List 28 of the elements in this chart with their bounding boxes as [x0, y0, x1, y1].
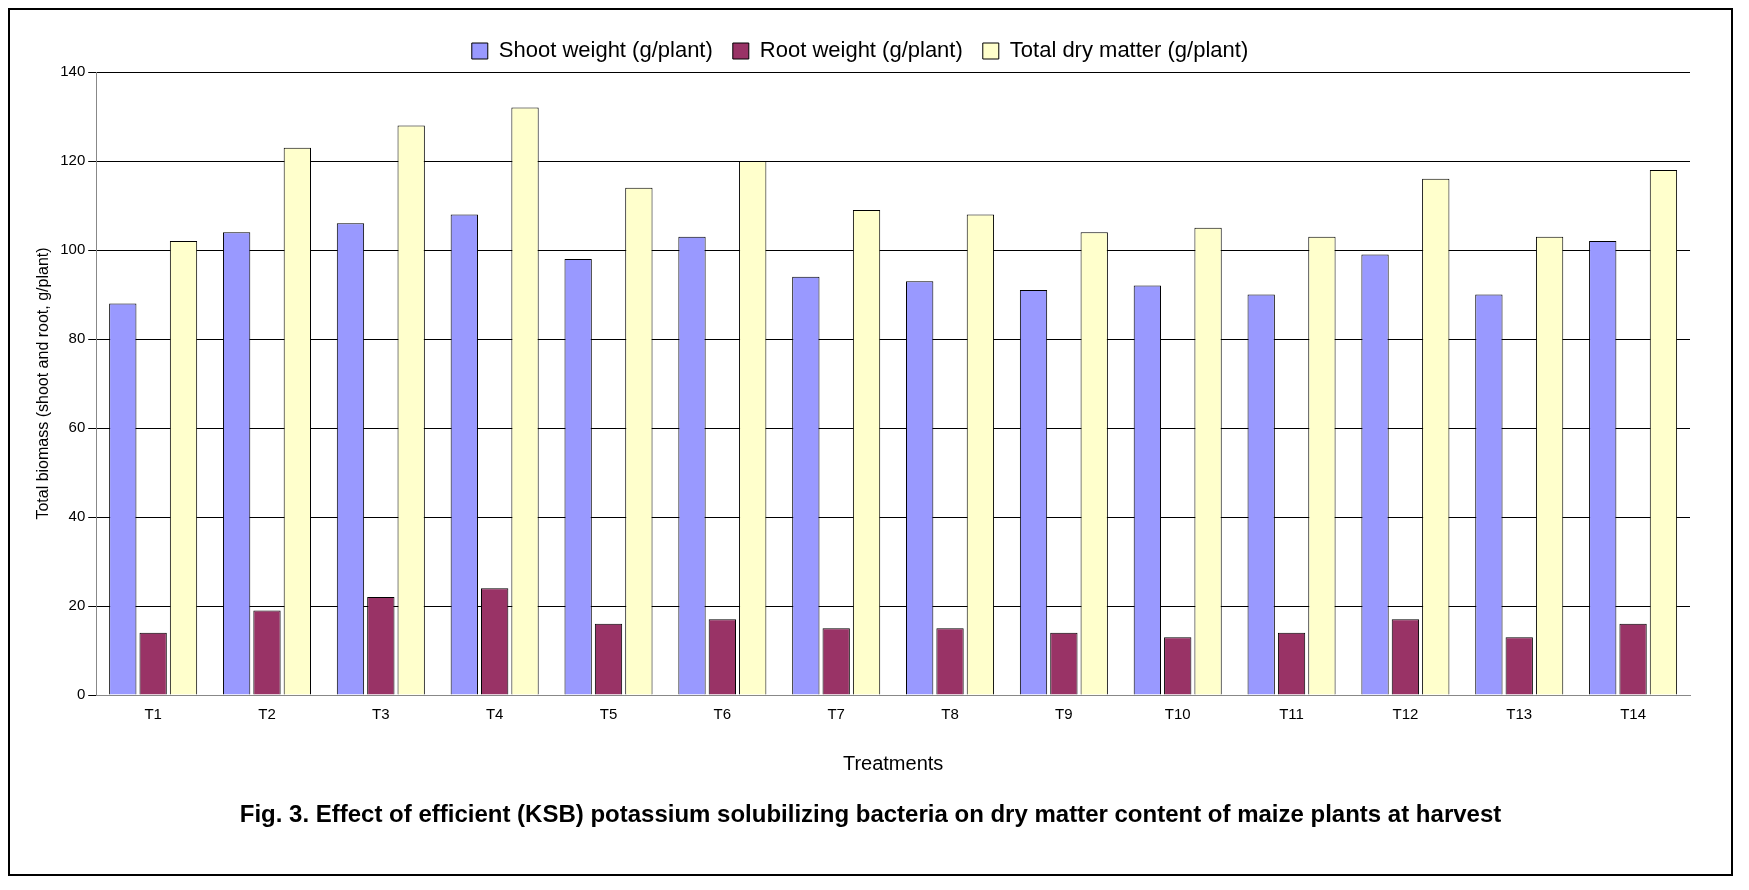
legend-label: Root weight (g/plant) [759, 37, 963, 63]
x-tick-label: T3 [372, 705, 390, 723]
x-tick-label: T2 [258, 705, 276, 723]
x-tick-label: T4 [485, 705, 504, 723]
x-tick-label: T12 [1392, 705, 1419, 723]
legend-label: Shoot weight (g/plant) [498, 37, 713, 63]
x-tick-label: T7 [827, 705, 845, 723]
y-tick-label: 120 [60, 151, 86, 169]
y-tick-label: 140 [60, 62, 86, 80]
y-axis-title: Total biomass (shoot and root, g/plant) [34, 247, 52, 520]
y-tick-label: 100 [60, 240, 86, 258]
x-tick-label: T9 [1055, 705, 1073, 723]
x-tick-label: T11 [1279, 705, 1304, 723]
x-tick-label: T10 [1164, 705, 1191, 723]
y-tick-label: 80 [68, 329, 86, 347]
x-tick-label: T1 [144, 705, 162, 723]
x-tick-label: T14 [1620, 705, 1647, 723]
legend-label: Total dry matter (g/plant) [1009, 37, 1249, 63]
x-tick-label: T5 [599, 705, 618, 723]
x-axis-title: Treatments [842, 751, 944, 774]
caption: Fig. 3. Effect of efficient (KSB) potassium solubilizing bacteria on dry matter content of maize plants at harvest [238, 800, 1503, 828]
x-tick-label: T8 [941, 705, 959, 723]
x-tick-label: T6 [713, 705, 732, 723]
y-tick-label: 60 [68, 418, 86, 436]
x-tick-label: T13 [1506, 705, 1533, 723]
y-tick-label: 40 [68, 507, 86, 525]
y-tick-label: 0 [76, 685, 86, 703]
y-tick-label: 20 [68, 596, 86, 614]
